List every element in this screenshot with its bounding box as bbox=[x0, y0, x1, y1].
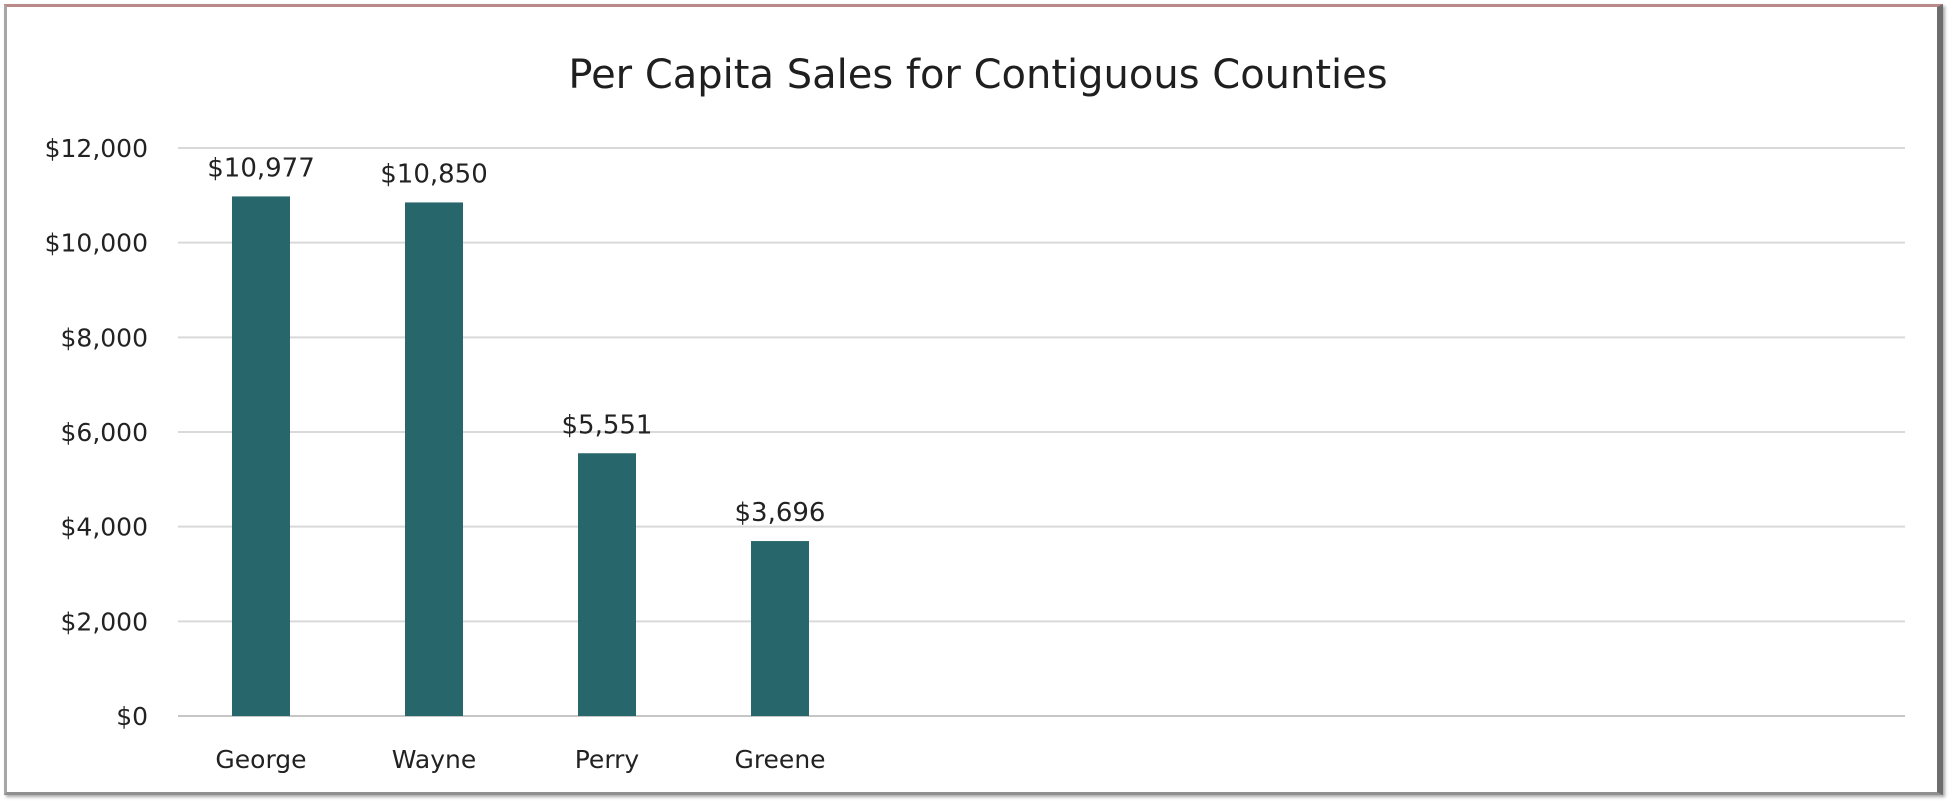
y-tick-label: $10,000 bbox=[45, 229, 148, 258]
y-tick-label: $8,000 bbox=[61, 323, 148, 352]
y-tick-label: $2,000 bbox=[61, 607, 148, 636]
data-labels: $10,977 $10,850 $5,551 $3,696 bbox=[207, 153, 825, 528]
bar-wayne bbox=[405, 202, 463, 716]
y-tick-label: $4,000 bbox=[61, 513, 148, 542]
data-label-george: $10,977 bbox=[207, 153, 315, 183]
bars bbox=[232, 196, 809, 716]
y-tick-label: $6,000 bbox=[61, 418, 148, 447]
category-label-george: George bbox=[215, 745, 306, 774]
data-label-perry: $5,551 bbox=[562, 410, 653, 440]
category-label-wayne: Wayne bbox=[392, 745, 476, 774]
gridlines bbox=[178, 147, 1905, 717]
data-label-wayne: $10,850 bbox=[380, 159, 488, 189]
data-label-greene: $3,696 bbox=[735, 498, 826, 528]
y-tick-label: $12,000 bbox=[45, 134, 148, 163]
x-axis-category-labels: George Wayne Perry Greene bbox=[215, 745, 825, 774]
chart-frame bbox=[4, 4, 1943, 795]
y-axis-tick-labels: $0 $2,000 $4,000 $6,000 $8,000 $10,000 $12,000 bbox=[45, 134, 148, 731]
bar-greene bbox=[751, 541, 809, 716]
bar-george bbox=[232, 196, 290, 716]
chart-title: Per Capita Sales for Contiguous Counties bbox=[568, 52, 1387, 98]
bar-perry bbox=[578, 453, 636, 716]
category-label-perry: Perry bbox=[575, 745, 640, 774]
category-label-greene: Greene bbox=[734, 745, 825, 774]
y-tick-label: $0 bbox=[116, 702, 148, 731]
